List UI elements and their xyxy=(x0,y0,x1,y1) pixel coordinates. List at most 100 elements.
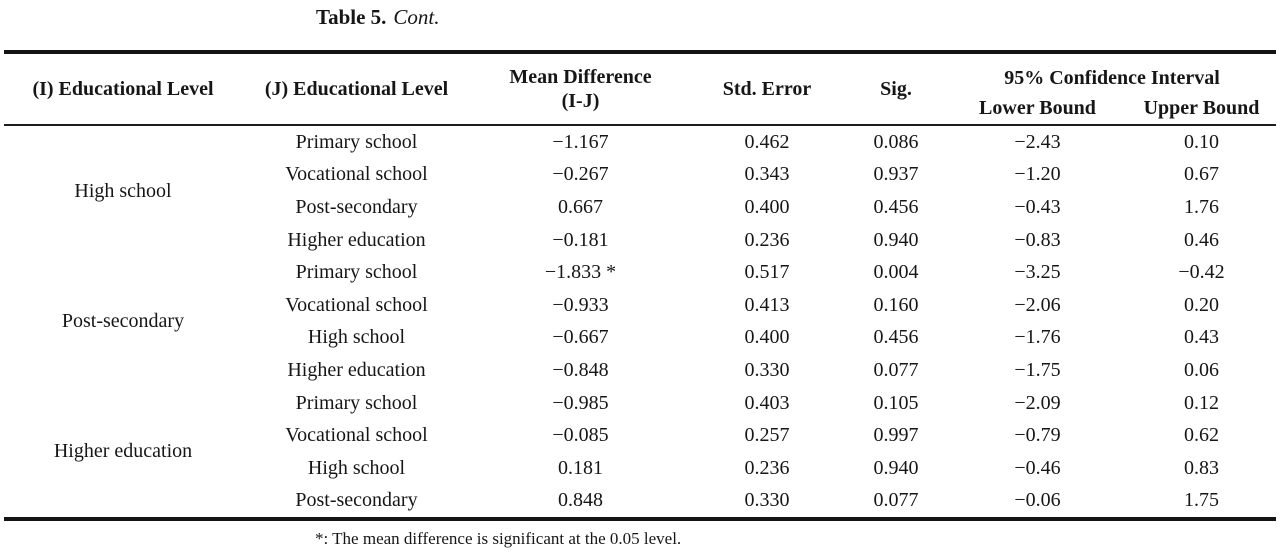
upper-bound-cell: 0.46 xyxy=(1184,228,1219,251)
mean-difference-cell: −0.181 xyxy=(552,228,609,251)
mean-difference-cell: 0.667 xyxy=(558,195,603,218)
table-row: Higher education −0.181 0.236 0.940 −0.83 0.4… xyxy=(4,224,1276,257)
sig-cell: 0.937 xyxy=(873,163,919,186)
sig-cell: 0.004 xyxy=(873,261,919,284)
upper-bound-cell: 1.76 xyxy=(1184,195,1219,218)
upper-bound-cell: 0.06 xyxy=(1184,358,1219,381)
lower-bound-cell: −1.76 xyxy=(1014,326,1061,349)
mean-difference-cell: −0.933 xyxy=(552,293,609,316)
table-row: Vocational school −0.933 0.413 0.160 −2.06 0.… xyxy=(4,289,1276,322)
i-level-group-label: Post-secondary xyxy=(61,310,185,333)
std-error-cell: 0.403 xyxy=(744,391,790,414)
j-level-cell: High school xyxy=(307,326,406,349)
i-level-group-label: Higher education xyxy=(53,440,193,463)
lower-bound-cell: −3.25 xyxy=(1014,261,1061,284)
lower-bound-cell: −2.09 xyxy=(1014,391,1061,414)
col-header-upper-bound: Upper Bound xyxy=(1143,96,1260,119)
col-header-confidence-interval: 95% Confidence Interval xyxy=(1004,67,1220,89)
upper-bound-cell: 0.43 xyxy=(1184,326,1219,349)
table-container: (I) Educational Level (J) Educational Le… xyxy=(4,50,1277,522)
upper-bound-cell: 0.20 xyxy=(1184,293,1219,316)
std-error-cell: 0.400 xyxy=(744,326,790,349)
lower-bound-cell: −2.06 xyxy=(1014,293,1061,316)
table-row: Post-secondary Primary school −1.833 * 0.51… xyxy=(4,256,1276,332)
table-row: Post-secondary 0.848 0.330 0.077 −0.06 1.75 xyxy=(4,485,1276,520)
j-level-cell: Vocational school xyxy=(285,424,428,447)
mean-difference-cell: −0.267 xyxy=(552,163,609,186)
col-header-j-level: (J) Educational Level xyxy=(264,78,449,100)
j-level-cell: Primary school xyxy=(295,391,418,414)
table-footnote: *: The mean difference is significant at… xyxy=(315,529,682,548)
upper-bound-cell: 0.12 xyxy=(1184,391,1219,414)
std-error-cell: 0.517 xyxy=(744,261,790,284)
j-level-cell: High school xyxy=(307,456,406,479)
j-level-cell: Post-secondary xyxy=(295,489,418,512)
sig-cell: 0.160 xyxy=(873,293,919,316)
std-error-cell: 0.343 xyxy=(744,163,790,186)
std-error-cell: 0.330 xyxy=(744,358,790,381)
j-level-cell: Primary school xyxy=(295,130,418,153)
anova-posthoc-table: (I) Educational Level (J) Educational Le… xyxy=(4,50,1277,522)
j-level-cell: Vocational school xyxy=(285,163,428,186)
lower-bound-cell: −2.43 xyxy=(1014,130,1061,153)
lower-bound-cell: −0.79 xyxy=(1014,424,1061,447)
table-caption-label: Table 5. xyxy=(316,5,387,29)
std-error-cell: 0.413 xyxy=(744,293,790,316)
lower-bound-cell: −0.83 xyxy=(1014,228,1061,251)
j-level-cell: Higher education xyxy=(287,358,426,381)
table-row: Vocational school −0.267 0.343 0.937 −1.20 0.… xyxy=(4,159,1276,192)
col-header-mean-difference: Mean Difference (I-J) xyxy=(471,52,690,125)
mean-difference-cell: −0.667 xyxy=(552,326,609,349)
std-error-cell: 0.257 xyxy=(744,424,790,447)
i-level-group-label: High school xyxy=(74,179,172,202)
header-row-1: (I) Educational Level (J) Educational Le… xyxy=(4,52,1276,112)
sig-cell: 0.940 xyxy=(873,228,919,251)
lower-bound-cell: −1.75 xyxy=(1014,358,1061,381)
table-caption: Table 5. Cont. xyxy=(316,4,440,30)
mean-difference-cell: 0.181 xyxy=(558,456,603,479)
lower-bound-cell: −0.46 xyxy=(1014,456,1061,479)
sig-cell: 0.940 xyxy=(873,456,919,479)
std-error-cell: 0.462 xyxy=(744,130,790,153)
lower-bound-cell: −0.43 xyxy=(1014,195,1061,218)
mean-difference-cell: −0.985 xyxy=(552,391,609,414)
sig-cell: 0.456 xyxy=(873,195,919,218)
table-row: Post-secondary 0.667 0.400 0.456 −0.43 1.76 xyxy=(4,191,1276,224)
upper-bound-cell: 0.62 xyxy=(1184,424,1219,447)
j-level-cell: Post-secondary xyxy=(295,195,418,218)
j-level-cell: Primary school xyxy=(295,261,418,284)
mean-difference-cell: −1.833 * xyxy=(544,261,617,284)
upper-bound-cell: 0.67 xyxy=(1184,163,1219,186)
col-header-sig: Sig. xyxy=(880,78,912,100)
std-error-cell: 0.400 xyxy=(744,195,790,218)
std-error-cell: 0.236 xyxy=(744,228,790,251)
j-level-cell: Higher education xyxy=(287,228,426,251)
mean-difference-cell: −0.848 xyxy=(552,358,609,381)
col-header-lower-bound: Lower Bound xyxy=(979,96,1096,119)
table-body: High school Primary school −1.167 0.462 0.08… xyxy=(4,125,1276,519)
table-row: High school −0.667 0.400 0.456 −1.76 0.43 xyxy=(4,322,1276,355)
col-header-i-level: (I) Educational Level xyxy=(32,78,214,100)
col-header-mean-difference-line1: Mean Difference xyxy=(509,66,652,88)
sig-cell: 0.105 xyxy=(873,391,919,414)
upper-bound-cell: 0.83 xyxy=(1184,456,1219,479)
table-row: Higher education Primary school −0.985 0.40… xyxy=(4,387,1276,463)
col-header-mean-difference-line2: (I-J) xyxy=(561,90,600,112)
sig-cell: 0.997 xyxy=(873,424,919,447)
header-row-2: Lower Bound Upper Bound xyxy=(4,91,1276,125)
col-header-std-error: Std. Error xyxy=(722,78,812,100)
table-header: (I) Educational Level (J) Educational Le… xyxy=(4,52,1277,125)
sig-cell: 0.456 xyxy=(873,326,919,349)
upper-bound-cell: 1.75 xyxy=(1184,489,1219,512)
sig-cell: 0.077 xyxy=(873,489,919,512)
std-error-cell: 0.236 xyxy=(744,456,790,479)
mean-difference-cell: −0.085 xyxy=(552,424,609,447)
std-error-cell: 0.330 xyxy=(744,489,790,512)
table-row: Higher education −0.848 0.330 0.077 −1.75 0.0… xyxy=(4,354,1276,387)
table-row: Vocational school −0.085 0.257 0.997 −0.79 0.… xyxy=(4,419,1276,452)
j-level-cell: Vocational school xyxy=(285,293,428,316)
table-row: High school 0.181 0.236 0.940 −0.46 0.83 xyxy=(4,452,1276,485)
sig-cell: 0.077 xyxy=(873,358,919,381)
upper-bound-cell: 0.10 xyxy=(1184,130,1219,153)
